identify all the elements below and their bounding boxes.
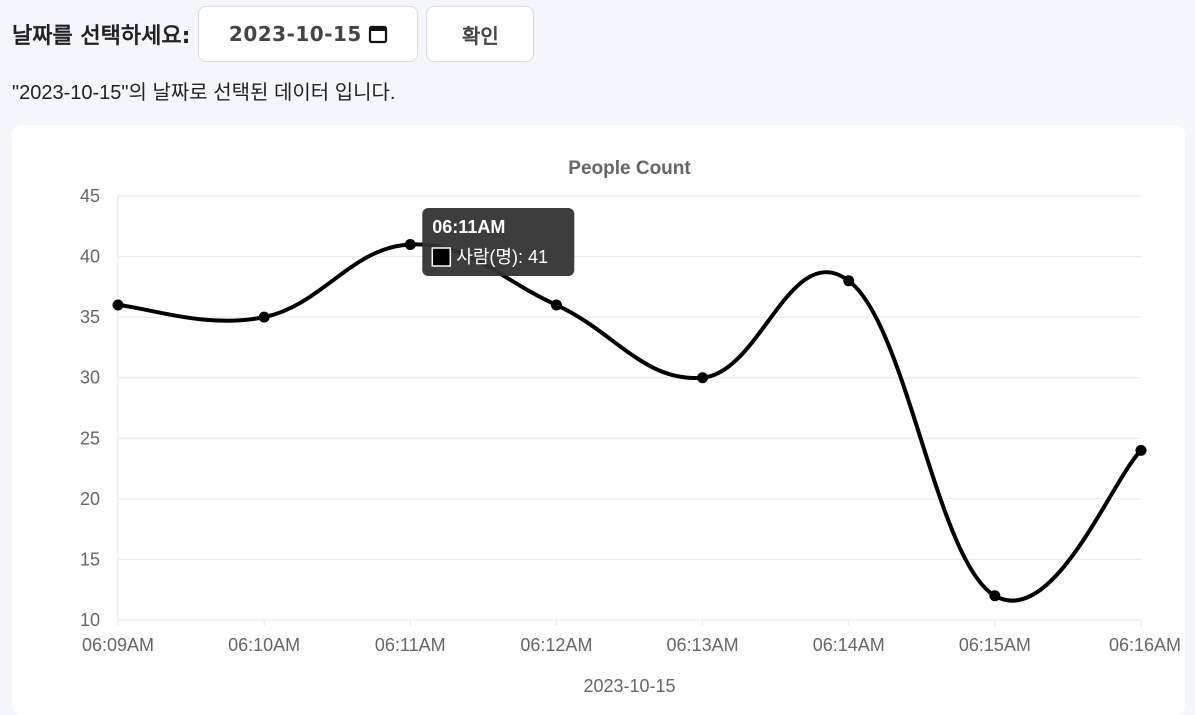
data-point (404, 238, 416, 250)
calendar-icon[interactable] (368, 24, 388, 44)
data-point (697, 372, 709, 384)
x-tick-label: 06:10AM (228, 635, 300, 655)
data-point (258, 311, 270, 323)
x-axis-title: 2023-10-15 (583, 676, 675, 696)
x-tick-label: 06:13AM (667, 635, 739, 655)
y-tick-label: 10 (80, 610, 100, 630)
x-tick-label: 06:16AM (1109, 635, 1181, 655)
selected-date-status: "2023-10-15"의 날짜로 선택된 데이터 입니다. (12, 82, 396, 104)
x-tick-label: 06:09AM (82, 635, 154, 655)
date-input[interactable]: 2023-10-15 (198, 6, 419, 62)
data-point (112, 299, 124, 311)
x-tick-label: 06:12AM (520, 635, 592, 655)
y-tick-label: 30 (80, 368, 100, 388)
date-value: 2023-10-15 (228, 22, 362, 46)
series-line (117, 242, 1143, 603)
data-point (550, 299, 562, 311)
y-tick-label: 40 (80, 247, 100, 267)
tooltip-title: 06:11AM (432, 217, 505, 237)
x-tick-label: 06:15AM (959, 635, 1031, 655)
date-toolbar: 날짜를 선택하세요: 2023-10-15 확인 (12, 6, 535, 62)
date-prompt-label: 날짜를 선택하세요: (12, 24, 191, 49)
chart-card: People Count 10 15 20 25 30 35 40 45 06:09AM 06:10… (12, 125, 1185, 715)
tooltip-box (422, 208, 575, 276)
chart-title: People Count (568, 158, 691, 179)
y-tick-label: 15 (80, 549, 100, 569)
x-tick-label: 06:14AM (813, 635, 885, 655)
y-tick-label: 20 (80, 489, 100, 509)
data-point (1135, 444, 1147, 456)
data-point (843, 275, 855, 287)
x-tick-label: 06:11AM (375, 635, 446, 655)
data-point (989, 590, 1001, 602)
y-tick-label: 45 (80, 186, 100, 206)
y-tick-label: 35 (80, 307, 100, 327)
y-tick-label: 25 (80, 428, 100, 448)
confirm-button[interactable]: 확인 (426, 6, 535, 62)
tooltip-swatch (431, 247, 452, 267)
tooltip-label: 사람(명): 41 (456, 247, 548, 267)
